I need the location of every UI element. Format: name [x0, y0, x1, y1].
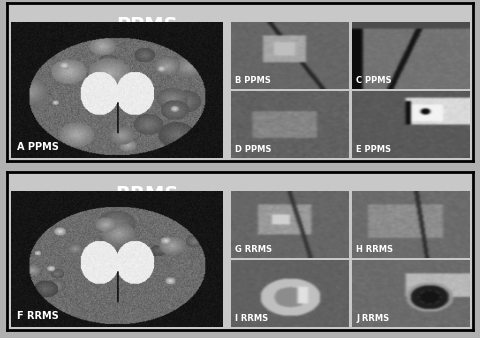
Text: G RRMS: G RRMS	[235, 245, 272, 254]
Text: H RRMS: H RRMS	[356, 245, 394, 254]
Text: A PPMS: A PPMS	[17, 142, 59, 152]
Text: J RRMS: J RRMS	[356, 314, 389, 323]
Text: RRMS: RRMS	[115, 185, 179, 204]
Text: B PPMS: B PPMS	[235, 76, 271, 85]
Text: PPMS: PPMS	[116, 16, 178, 35]
Text: D PPMS: D PPMS	[235, 145, 272, 154]
Text: I RRMS: I RRMS	[235, 314, 268, 323]
Text: E PPMS: E PPMS	[356, 145, 391, 154]
Text: C PPMS: C PPMS	[356, 76, 392, 85]
Text: F RRMS: F RRMS	[17, 311, 59, 321]
